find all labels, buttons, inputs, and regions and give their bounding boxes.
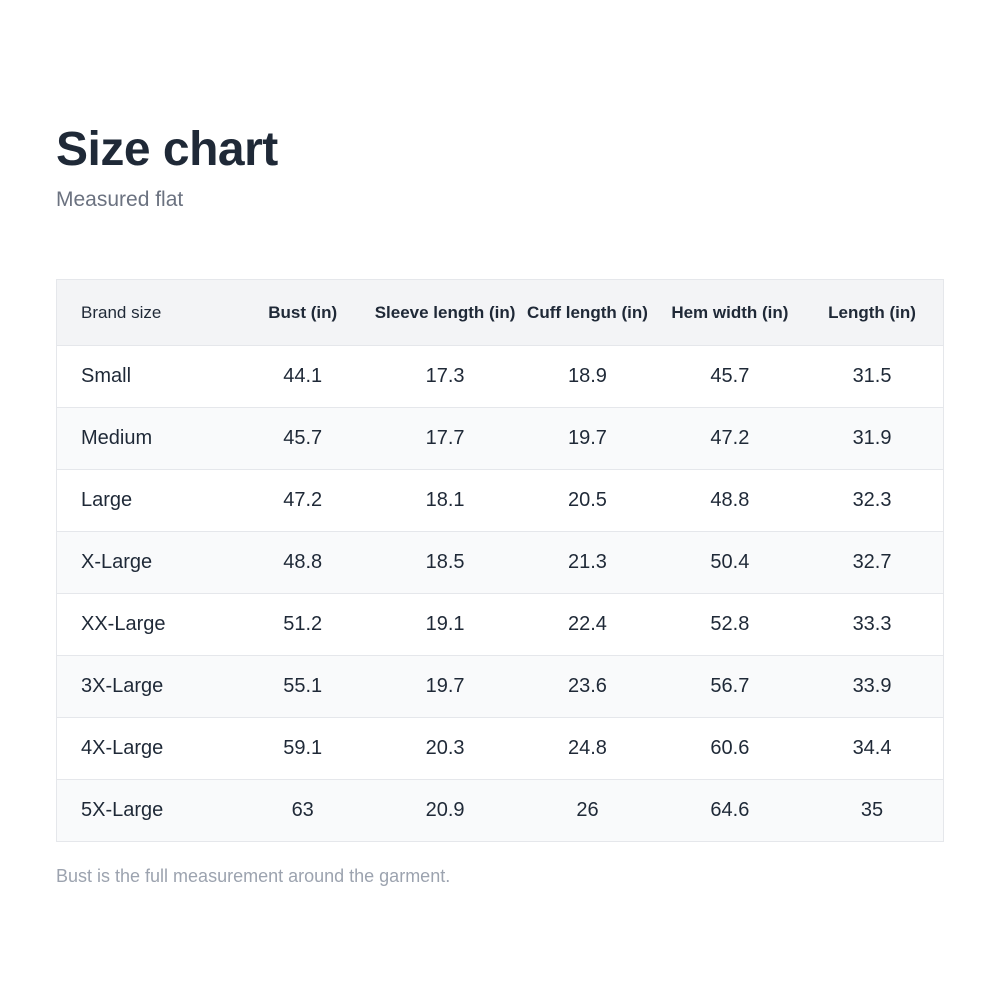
measurement: 33.9 bbox=[801, 655, 944, 718]
size-label: 5X-Large bbox=[56, 779, 232, 842]
measurement: 50.4 bbox=[658, 531, 802, 594]
size-label: X-Large bbox=[56, 531, 232, 594]
footnote: Bust is the full measurement around the … bbox=[56, 866, 451, 886]
measurement: 35 bbox=[801, 779, 944, 842]
measurement: 32.7 bbox=[801, 531, 944, 594]
measurement: 18.9 bbox=[516, 345, 659, 408]
measurement: 19.7 bbox=[373, 655, 517, 718]
measurement: 60.6 bbox=[658, 717, 802, 780]
measurement: 63 bbox=[231, 779, 374, 842]
measurement: 32.3 bbox=[801, 469, 944, 532]
table-body: Small 44.1 17.3 18.9 45.7 31.5 Medium 45.7 17.7 1… bbox=[56, 345, 944, 842]
measurement: 31.5 bbox=[801, 345, 944, 408]
measurement: 17.7 bbox=[373, 407, 517, 470]
table-row: X-Large 48.8 18.5 21.3 50.4 32.7 bbox=[56, 531, 944, 594]
measurement: 18.5 bbox=[373, 531, 517, 594]
measurement: 22.4 bbox=[516, 593, 659, 656]
measurement: 56.7 bbox=[658, 655, 802, 718]
measurement: 24.8 bbox=[516, 717, 659, 780]
title: Size chart bbox=[56, 123, 278, 176]
measurement: 18.1 bbox=[373, 469, 517, 532]
size-label: Small bbox=[56, 345, 232, 408]
size-label: Large bbox=[56, 469, 232, 532]
table-row: 4X-Large 59.1 20.3 24.8 60.6 34.4 bbox=[56, 717, 944, 780]
column-header: Bust (in) bbox=[231, 279, 374, 346]
measurement: 26 bbox=[516, 779, 659, 842]
size-label: 4X-Large bbox=[56, 717, 232, 780]
table-row: 5X-Large 63 20.9 26 64.6 35 bbox=[56, 779, 944, 842]
table-row: Medium 45.7 17.7 19.7 47.2 31.9 bbox=[56, 407, 944, 470]
header-row: Brand size Bust (in) Sleeve length (in) Cuf… bbox=[56, 279, 944, 346]
table-row: Large 47.2 18.1 20.5 48.8 32.3 bbox=[56, 469, 944, 532]
measurement: 23.6 bbox=[516, 655, 659, 718]
size-label: 3X-Large bbox=[56, 655, 232, 718]
measurement: 48.8 bbox=[658, 469, 802, 532]
column-header: Hem width (in) bbox=[658, 279, 802, 346]
measurement: 20.9 bbox=[373, 779, 517, 842]
measurement: 19.7 bbox=[516, 407, 659, 470]
table-row: Small 44.1 17.3 18.9 45.7 31.5 bbox=[56, 345, 944, 408]
measurement: 45.7 bbox=[658, 345, 802, 408]
subtitle: Measured flat bbox=[56, 188, 184, 211]
column-header: Cuff length (in) bbox=[516, 279, 659, 346]
size-label: XX-Large bbox=[56, 593, 232, 656]
measurement: 34.4 bbox=[801, 717, 944, 780]
measurement: 31.9 bbox=[801, 407, 944, 470]
measurement: 51.2 bbox=[231, 593, 374, 656]
column-header: Sleeve length (in) bbox=[373, 279, 517, 346]
table-row: XX-Large 51.2 19.1 22.4 52.8 33.3 bbox=[56, 593, 944, 656]
measurement: 52.8 bbox=[658, 593, 802, 656]
table-row: 3X-Large 55.1 19.7 23.6 56.7 33.9 bbox=[56, 655, 944, 718]
measurement: 55.1 bbox=[231, 655, 374, 718]
measurement: 44.1 bbox=[231, 345, 374, 408]
measurement: 47.2 bbox=[658, 407, 802, 470]
measurement: 20.3 bbox=[373, 717, 517, 780]
measurement: 33.3 bbox=[801, 593, 944, 656]
measurement: 21.3 bbox=[516, 531, 659, 594]
measurement: 64.6 bbox=[658, 779, 802, 842]
measurement: 47.2 bbox=[231, 469, 374, 532]
column-header: Brand size bbox=[56, 279, 232, 346]
size-table: Brand size Bust (in) Sleeve length (in) Cuf… bbox=[56, 279, 944, 842]
measurement: 17.3 bbox=[373, 345, 517, 408]
measurement: 45.7 bbox=[231, 407, 374, 470]
size-label: Medium bbox=[56, 407, 232, 470]
column-header: Length (in) bbox=[801, 279, 944, 346]
measurement: 20.5 bbox=[516, 469, 659, 532]
measurement: 19.1 bbox=[373, 593, 517, 656]
measurement: 59.1 bbox=[231, 717, 374, 780]
measurement: 48.8 bbox=[231, 531, 374, 594]
